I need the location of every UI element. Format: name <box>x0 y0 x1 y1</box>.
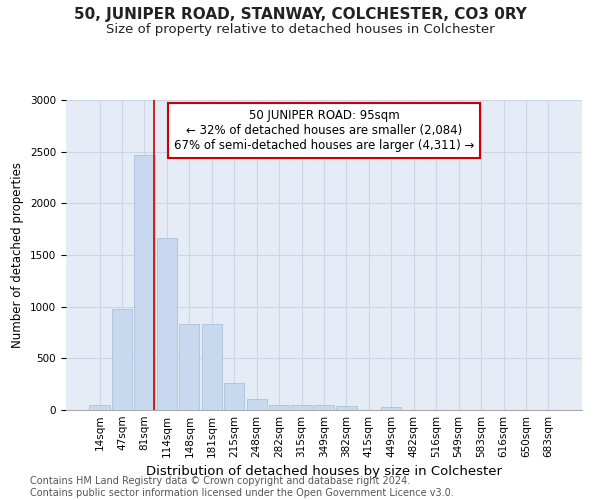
Text: Contains HM Land Registry data © Crown copyright and database right 2024.
Contai: Contains HM Land Registry data © Crown c… <box>30 476 454 498</box>
Text: 50 JUNIPER ROAD: 95sqm
← 32% of detached houses are smaller (2,084)
67% of semi-: 50 JUNIPER ROAD: 95sqm ← 32% of detached… <box>174 110 474 152</box>
Text: 50, JUNIPER ROAD, STANWAY, COLCHESTER, CO3 0RY: 50, JUNIPER ROAD, STANWAY, COLCHESTER, C… <box>74 8 526 22</box>
Bar <box>381 407 401 410</box>
Text: Size of property relative to detached houses in Colchester: Size of property relative to detached ho… <box>106 22 494 36</box>
Bar <box>202 324 222 410</box>
Bar <box>269 405 289 410</box>
Bar <box>89 405 110 410</box>
Bar <box>314 405 334 410</box>
Bar <box>179 324 199 410</box>
X-axis label: Distribution of detached houses by size in Colchester: Distribution of detached houses by size … <box>146 466 502 478</box>
Bar <box>292 405 311 410</box>
Bar <box>247 398 267 410</box>
Bar <box>337 406 356 410</box>
Bar <box>157 238 177 410</box>
Bar <box>224 383 244 410</box>
Y-axis label: Number of detached properties: Number of detached properties <box>11 162 25 348</box>
Bar <box>134 155 155 410</box>
Bar <box>112 308 132 410</box>
